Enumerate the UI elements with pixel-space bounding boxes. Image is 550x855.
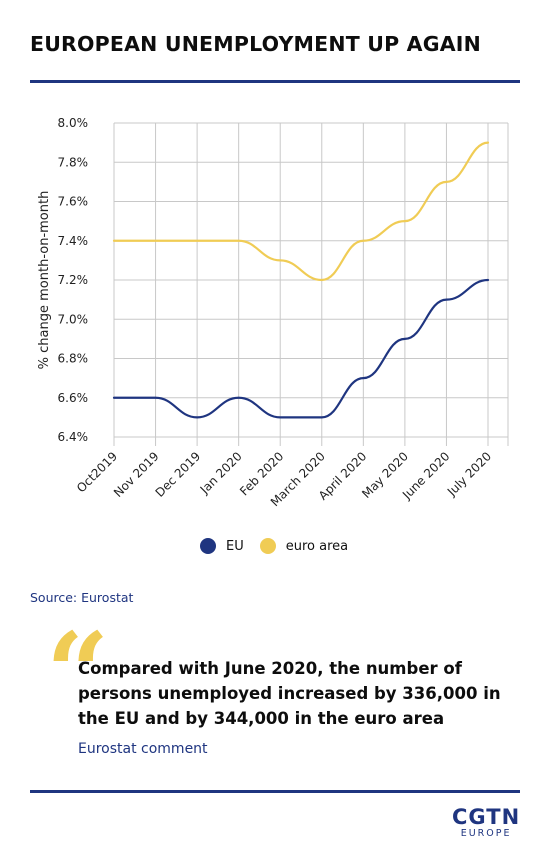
y-tick-label: 7.4% xyxy=(58,234,89,248)
footer-divider xyxy=(30,790,520,793)
y-tick-label: 6.6% xyxy=(58,391,89,405)
x-tick-label: Dec 2019 xyxy=(153,449,204,500)
y-tick-label: 7.0% xyxy=(58,312,89,326)
y-tick-label: 7.2% xyxy=(58,273,89,287)
quote-mark-icon: “ xyxy=(46,608,110,737)
y-tick-label: 6.8% xyxy=(58,352,89,366)
cgtn-europe-logo: CGTN EUROPE xyxy=(452,806,520,840)
series-line-euro-area xyxy=(112,141,490,282)
y-tick-label: 7.8% xyxy=(58,155,89,169)
line-chart: 8.0%7.8%7.6%7.4%7.2%7.0%6.8%6.6%6.4%Oct2… xyxy=(37,116,509,509)
source-note: Source: Eurostat xyxy=(30,590,134,605)
page-title: EUROPEAN UNEMPLOYMENT UP AGAIN xyxy=(30,32,481,56)
y-axis-label: % change month-on-month xyxy=(37,191,52,370)
x-tick-label: July 2020 xyxy=(444,449,494,499)
y-tick-label: 6.4% xyxy=(58,430,89,444)
legend-item-euro-area: euro area xyxy=(259,538,349,554)
y-tick-label: 7.6% xyxy=(58,195,89,209)
title-divider xyxy=(30,80,520,83)
legend-item-eu: EU xyxy=(200,538,244,554)
legend-swatch-euro-area xyxy=(259,538,276,554)
chart-legend: EU euro area xyxy=(200,538,364,554)
logo-sub-text: EUROPE xyxy=(460,828,512,839)
logo-main-text: CGTN xyxy=(452,805,521,829)
legend-label-eu: EU xyxy=(226,538,244,554)
quote-attribution: Eurostat comment xyxy=(78,741,208,757)
legend-swatch-eu xyxy=(200,538,216,554)
series-line-eu xyxy=(112,278,490,419)
legend-label-euro-area: euro area xyxy=(285,538,349,554)
y-tick-label: 8.0% xyxy=(58,116,89,130)
quote-text: Compared with June 2020, the number of p… xyxy=(78,659,501,728)
